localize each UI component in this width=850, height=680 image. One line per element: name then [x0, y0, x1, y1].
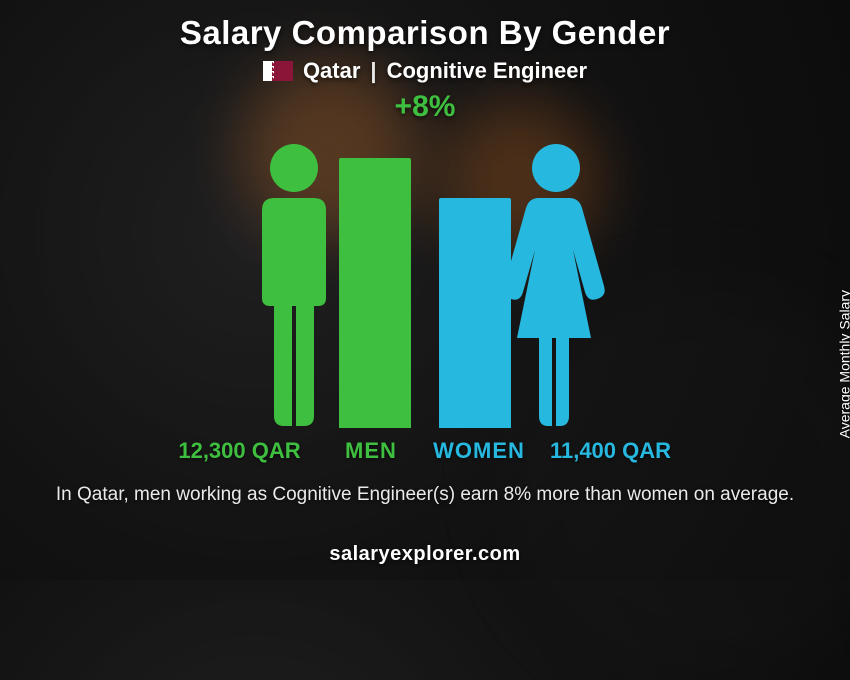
- woman-icon: [501, 138, 611, 428]
- subtitle-separator: |: [370, 58, 376, 84]
- men-bar: [339, 158, 411, 428]
- man-icon: [239, 138, 349, 428]
- subtitle-role: Cognitive Engineer: [387, 58, 587, 84]
- percent-difference-badge: +8%: [395, 90, 456, 124]
- subtitle-row: Qatar | Cognitive Engineer: [263, 58, 587, 84]
- page-title: Salary Comparison By Gender: [180, 14, 670, 52]
- men-figure: [239, 138, 349, 428]
- subtitle-country: Qatar: [303, 58, 360, 84]
- men-gender-label: MEN: [317, 438, 425, 464]
- women-salary-label: 11,400 QAR: [533, 438, 688, 464]
- women-figure: [501, 138, 611, 428]
- flag-left: [263, 61, 272, 81]
- women-gender-label: WOMEN: [425, 438, 533, 464]
- infographic-container: Salary Comparison By Gender Qatar | Cogn…: [0, 0, 850, 580]
- labels-row: 12,300 QAR MEN WOMEN 11,400 QAR: [162, 438, 688, 464]
- men-salary-label: 12,300 QAR: [162, 438, 317, 464]
- qatar-flag-icon: [263, 61, 293, 81]
- chart-area: [239, 128, 611, 428]
- caption-text: In Qatar, men working as Cognitive Engin…: [56, 482, 794, 508]
